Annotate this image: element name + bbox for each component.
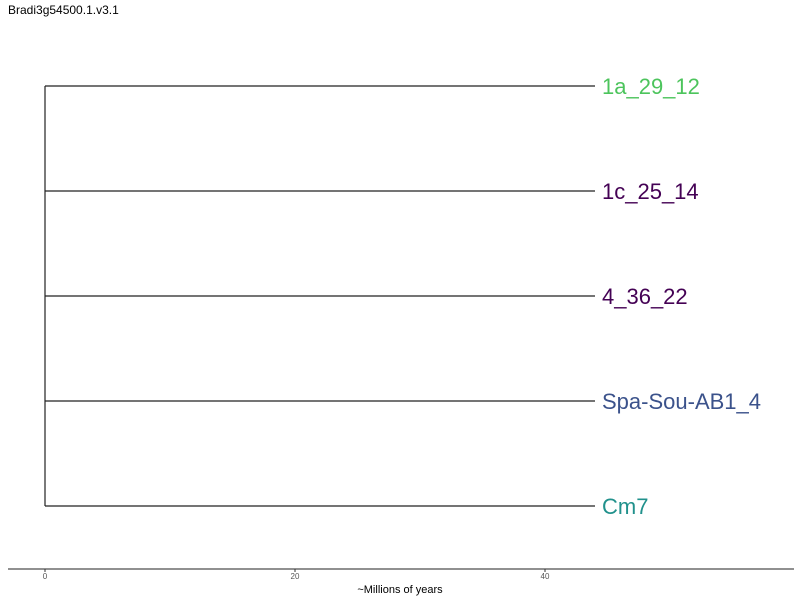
tip-label: Spa-Sou-AB1_4 xyxy=(602,389,761,414)
x-tick-label: 20 xyxy=(291,572,300,581)
plot-title: Bradi3g54500.1.v3.1 xyxy=(8,3,119,17)
tip-label: Cm7 xyxy=(602,494,648,519)
tree-branches xyxy=(44,85,595,507)
tip-labels: 1a_29_12 1c_25_14 4_36_22 Spa-Sou-AB1_4 Cm7 xyxy=(602,74,761,519)
tip-label: 1c_25_14 xyxy=(602,179,699,204)
tip-label: 1a_29_12 xyxy=(602,74,700,99)
x-tick-label: 0 xyxy=(43,572,48,581)
tip-label: 4_36_22 xyxy=(602,284,688,309)
x-axis-title: ~Millions of years xyxy=(357,584,443,596)
x-axis-ticks: 0 20 40 xyxy=(43,569,550,581)
x-tick-label: 40 xyxy=(541,572,550,581)
